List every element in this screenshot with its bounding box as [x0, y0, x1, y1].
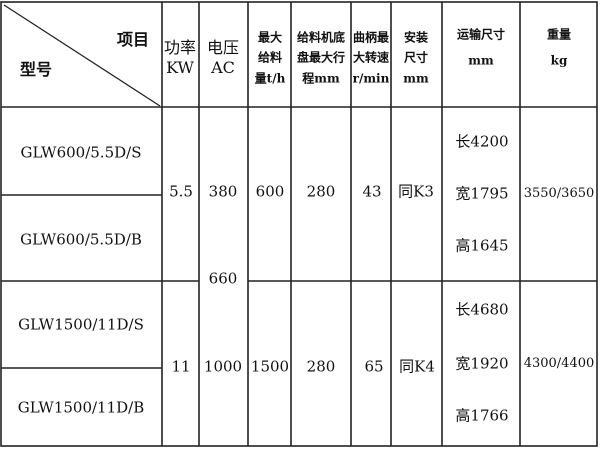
header-line: 给料	[257, 50, 282, 65]
header-voltage: 电压 AC	[207, 38, 239, 78]
transport-length: 长4200	[455, 132, 509, 151]
header-line: 尺寸	[403, 50, 428, 65]
max-feed-cell: 1500	[250, 357, 290, 376]
voltage-value: 380	[208, 182, 238, 201]
header-line: mm	[468, 54, 494, 68]
stroke-cell: 280	[306, 357, 336, 376]
header-install: 安装尺寸 mm	[403, 27, 428, 88]
header-line: kg	[550, 54, 568, 68]
install-cell: 同K3	[398, 182, 434, 201]
model-cell: GLW1500/11D/B	[17, 398, 145, 417]
header-line: 运输尺寸	[456, 27, 506, 42]
max-feed-cell: 600	[255, 182, 285, 201]
model-cell: GLW600/5.5D/B	[20, 230, 142, 249]
voltage-value: 1000	[203, 357, 243, 376]
header-max-feed: 最大给料量t/h	[255, 27, 286, 88]
power-cell: 11	[171, 357, 191, 376]
header-line: 给料机底	[296, 30, 346, 45]
header-line: 盘最大行	[296, 50, 346, 65]
header-voltage-line: 电压	[206, 38, 240, 57]
transport-height: 高1766	[455, 406, 509, 425]
model-cell: GLW1500/11D/S	[18, 315, 144, 334]
header-item-label: 项目	[116, 30, 150, 49]
transport-width: 宽1920	[455, 354, 509, 373]
transport-length: 长4680	[455, 300, 509, 319]
header-line: mm	[403, 71, 429, 86]
transport-height: 高1645	[455, 236, 509, 255]
header-line: 最大	[257, 30, 282, 45]
header-speed: 曲柄最大转速 r/min	[353, 27, 390, 88]
header-transport: 运输尺寸 mm	[457, 22, 505, 75]
transport-width: 宽1795	[455, 184, 509, 203]
header-power-line: 功率	[163, 38, 197, 57]
header-power-unit: KW	[166, 58, 194, 77]
header-stroke: 给料机底盘最大行程mm	[297, 27, 345, 88]
header-line: 安装	[403, 30, 428, 45]
speed-cell: 43	[362, 182, 382, 201]
speed-cell: 65	[364, 357, 384, 376]
header-line: 程mm	[302, 71, 340, 86]
stroke-cell: 280	[306, 182, 336, 201]
voltage-value: 660	[208, 269, 238, 288]
header-voltage-unit: AC	[211, 58, 235, 77]
weight-cell: 3550/3650	[523, 185, 595, 201]
header-line: 大转速	[352, 50, 389, 65]
weight-cell: 4300/4400	[523, 355, 595, 371]
header-line: 曲柄最	[352, 30, 389, 45]
header-power: 功率 KW	[164, 38, 196, 78]
header-line: 重量	[546, 27, 572, 42]
header-line: 量t/h	[254, 71, 286, 86]
model-cell: GLW600/5.5D/S	[20, 143, 142, 162]
header-line: r/min	[352, 71, 390, 86]
header-model-label: 型号	[19, 60, 53, 79]
install-cell: 同K4	[399, 357, 435, 376]
power-cell: 5.5	[169, 182, 193, 201]
header-weight: 重量 kg	[547, 22, 571, 75]
